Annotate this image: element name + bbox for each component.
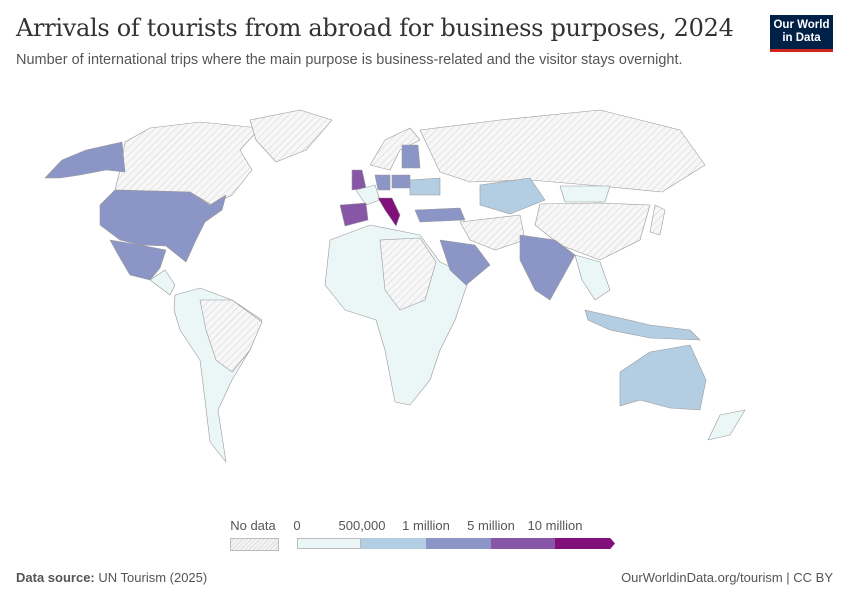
footer-link[interactable]: OurWorldinData.org/tourism | CC BY [621, 570, 833, 585]
country-ukraine[interactable] [409, 177, 441, 196]
country-middle-east[interactable] [459, 214, 526, 251]
country-spain[interactable] [339, 202, 369, 227]
country-greenland[interactable] [249, 109, 333, 163]
legend-tick-0: 0 [293, 518, 301, 533]
country-uk[interactable] [351, 169, 367, 191]
legend-bin-0[interactable] [297, 538, 361, 549]
owid-logo[interactable]: Our World in Data [770, 15, 833, 52]
chart-title: Arrivals of tourists from abroad for bus… [16, 14, 734, 42]
country-africa-nodata[interactable] [379, 237, 437, 311]
country-japan[interactable] [649, 204, 666, 236]
country-southeast-asia[interactable] [574, 254, 611, 301]
legend-tick-4: 10 million [527, 518, 583, 533]
data-source-value: UN Tourism (2025) [98, 570, 208, 585]
data-source-label: Data source: [16, 570, 95, 585]
country-china[interactable] [534, 202, 651, 261]
country-canada[interactable] [114, 121, 261, 206]
country-usa[interactable] [99, 189, 227, 263]
country-baltics[interactable] [401, 144, 421, 169]
legend-tick-1: 500,000 [338, 518, 386, 533]
legend-tick-3: 5 million [467, 518, 515, 533]
country-indonesia[interactable] [584, 309, 701, 341]
legend-tick-2: 1 million [402, 518, 450, 533]
country-central-america[interactable] [149, 269, 176, 296]
chart-subtitle: Number of international trips where the … [16, 52, 683, 68]
world-map [44, 109, 746, 463]
country-brazil[interactable] [199, 299, 263, 373]
country-new-zealand[interactable] [707, 409, 746, 441]
country-germany[interactable] [374, 174, 391, 191]
legend-bin-2[interactable] [426, 538, 491, 549]
country-poland[interactable] [391, 174, 411, 189]
country-india[interactable] [519, 234, 576, 301]
legend-no-data-swatch [230, 538, 279, 551]
country-russia[interactable] [419, 109, 706, 193]
country-alaska[interactable] [44, 141, 126, 179]
data-source: Data source: UN Tourism (2025) [16, 570, 207, 585]
country-mongolia[interactable] [559, 185, 611, 203]
country-scandinavia[interactable] [369, 127, 421, 171]
legend-bin-3[interactable] [491, 538, 555, 549]
country-turkey[interactable] [414, 207, 466, 223]
legend-bin-1[interactable] [361, 538, 426, 549]
country-australia[interactable] [619, 344, 707, 411]
country-kazakhstan[interactable] [479, 177, 546, 215]
country-saudi-arabia[interactable] [439, 239, 491, 286]
map-legend: No data 0 500,000 1 million 5 million 10… [0, 510, 850, 555]
country-mexico[interactable] [109, 239, 167, 281]
legend-no-data-label: No data [230, 518, 276, 533]
country-italy[interactable] [377, 197, 401, 227]
legend-bin-4[interactable] [555, 538, 615, 549]
